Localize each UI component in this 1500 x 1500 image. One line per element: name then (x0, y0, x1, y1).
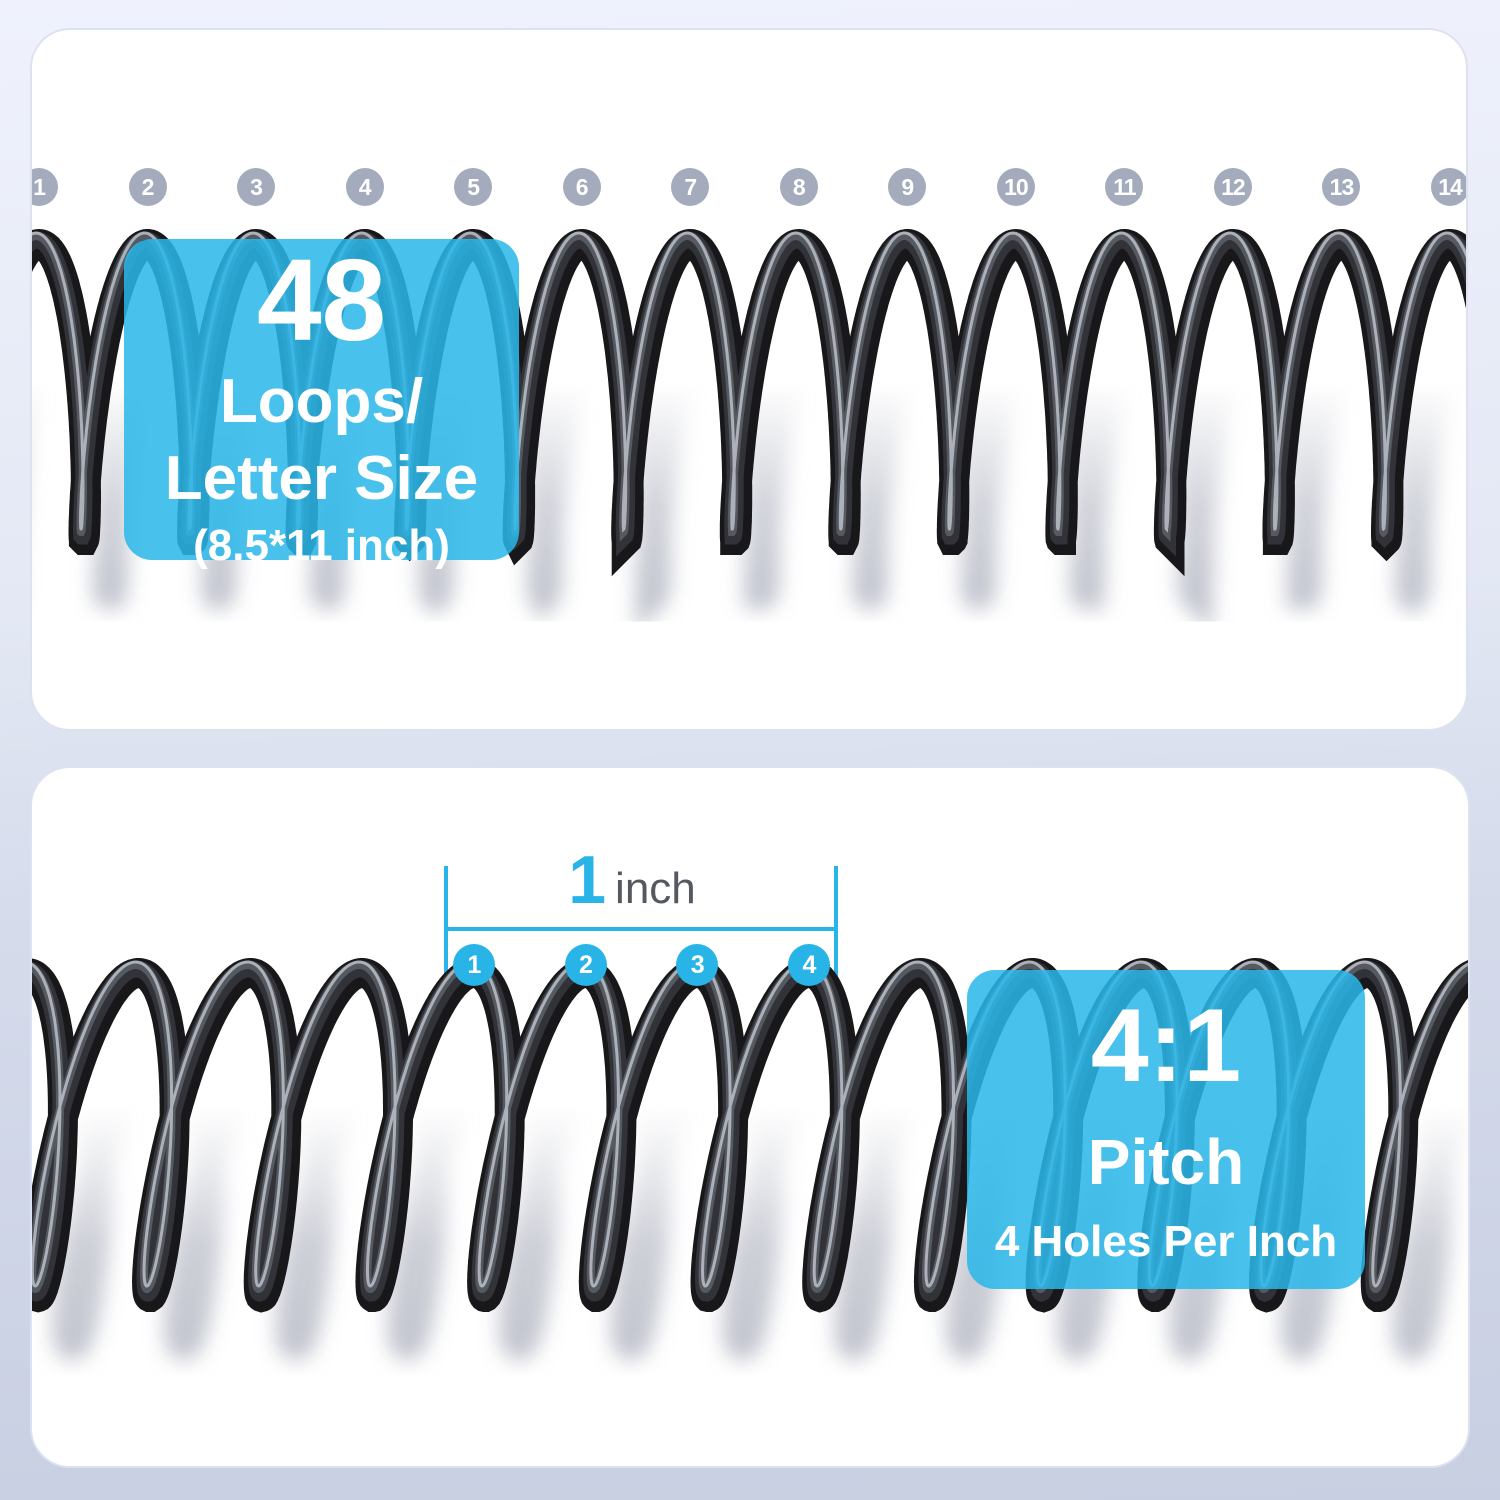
hole-number-marker: 8 (779, 168, 818, 206)
hole-number-marker: 2 (128, 168, 167, 206)
hole-number-marker: 2 (564, 944, 607, 986)
loops-spec-badge: 48 Loops/ Letter Size (8.5*11 inch) (124, 235, 519, 570)
badge-value: 4:1 (1090, 988, 1242, 1104)
hole-number-marker: 12 (1213, 168, 1252, 206)
hole-number-marker: 9 (888, 168, 927, 206)
ruler-unit: inch (615, 864, 696, 913)
hole-number-marker: 6 (562, 168, 601, 206)
ruler-value: 1 (568, 842, 607, 918)
hole-number-marker: 4 (787, 944, 830, 986)
hole-number-marker: 3 (676, 944, 719, 986)
badge-subline: 4 Holes Per Inch (994, 1217, 1338, 1266)
ruler-label: 1 inch (568, 842, 696, 918)
hole-number-marker: 10 (996, 168, 1035, 206)
badge-line: Letter Size (164, 444, 479, 513)
hole-number-marker: 7 (671, 168, 710, 206)
badge-value: 48 (256, 235, 387, 365)
hole-number-marker: 4 (345, 168, 384, 206)
hole-number-marker: 14 (1431, 168, 1466, 206)
hole-number-marker: 5 (454, 168, 493, 206)
top-panel: 1 2 3 4 5 6 7 8 9 10 11 12 13 14 48 Loops/ Letter Siz… (30, 28, 1468, 731)
bottom-panel: 1 inch 1 2 3 4 4:1 Pitch 4 Holes Per Inch (30, 766, 1470, 1468)
badge-line: Loops/ (219, 367, 424, 436)
badge-subline: (8.5*11 inch) (193, 521, 450, 570)
hole-number-marker: 3 (237, 168, 276, 206)
hole-number-marker: 13 (1322, 168, 1361, 206)
hole-number-marker: 11 (1105, 168, 1144, 206)
hole-number-marker: 1 (452, 944, 495, 986)
pitch-spec-badge: 4:1 Pitch 4 Holes Per Inch (967, 970, 1365, 1289)
ruler-line (444, 927, 838, 931)
badge-line: Pitch (1087, 1126, 1245, 1198)
